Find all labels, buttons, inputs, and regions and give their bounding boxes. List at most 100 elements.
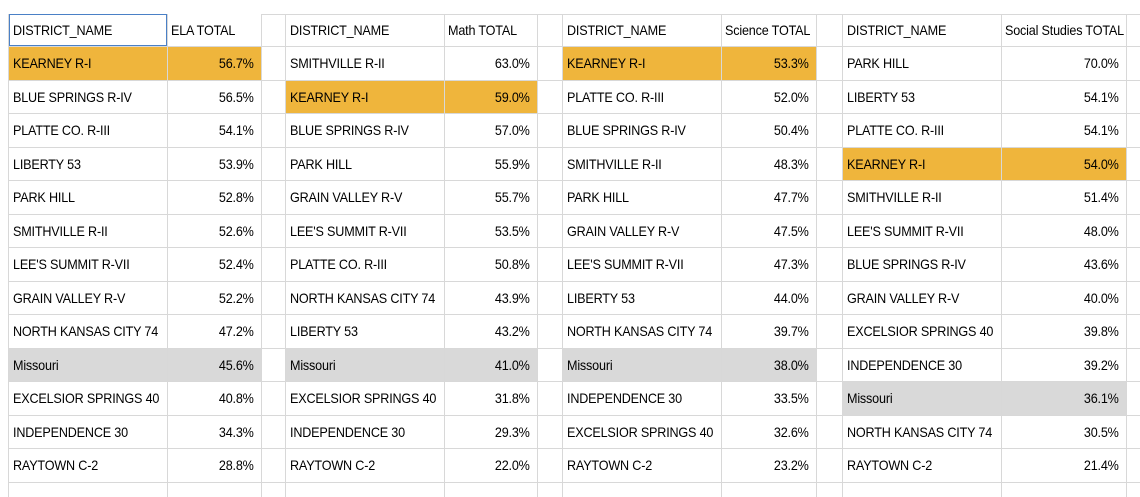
district-cell[interactable]: NORTH KANSAS CITY 74 (9, 315, 169, 349)
value-cell[interactable]: 50.4% (722, 114, 817, 148)
value-header-cell-science[interactable]: Science TOTAL (722, 14, 817, 47)
district-cell[interactable]: LIBERTY 53 (286, 315, 446, 349)
district-cell[interactable]: SMITHVILLE R-II (286, 47, 446, 81)
district-cell[interactable]: EXCELSIOR SPRINGS 40 (843, 315, 1003, 349)
value-cell[interactable]: 36.1% (1002, 382, 1127, 416)
district-cell[interactable]: BLUE SPRINGS R-IV (843, 248, 1003, 282)
value-cell[interactable]: 54.1% (1002, 114, 1127, 148)
empty-cell[interactable] (445, 482, 538, 497)
value-cell[interactable]: 47.2% (168, 315, 262, 349)
value-cell[interactable]: 41.0% (445, 348, 538, 382)
district-cell[interactable]: Missouri (843, 382, 1003, 416)
district-cell[interactable]: EXCELSIOR SPRINGS 40 (286, 382, 446, 416)
value-cell[interactable]: 54.1% (1002, 80, 1127, 114)
value-cell[interactable]: 53.5% (445, 214, 538, 248)
district-cell[interactable]: SMITHVILLE R-II (843, 181, 1003, 215)
value-cell[interactable]: 39.2% (1002, 348, 1127, 382)
empty-cell[interactable] (168, 482, 262, 497)
district-cell[interactable]: INDEPENDENCE 30 (286, 415, 446, 449)
value-cell[interactable]: 53.3% (722, 47, 817, 81)
district-cell[interactable]: LIBERTY 53 (843, 80, 1003, 114)
district-cell[interactable]: GRAIN VALLEY R-V (563, 214, 723, 248)
district-cell[interactable]: EXCELSIOR SPRINGS 40 (9, 382, 169, 416)
district-cell[interactable]: SMITHVILLE R-II (9, 214, 169, 248)
value-cell[interactable]: 48.3% (722, 147, 817, 181)
value-cell[interactable]: 29.3% (445, 415, 538, 449)
value-cell[interactable]: 34.3% (168, 415, 262, 449)
district-cell[interactable]: LIBERTY 53 (9, 147, 169, 181)
district-cell[interactable]: GRAIN VALLEY R-V (9, 281, 169, 315)
district-cell[interactable]: INDEPENDENCE 30 (9, 415, 169, 449)
value-cell[interactable]: 38.0% (722, 348, 817, 382)
district-cell[interactable]: RAYTOWN C-2 (286, 449, 446, 483)
value-cell[interactable]: 28.8% (168, 449, 262, 483)
district-cell[interactable]: KEARNEY R-I (563, 47, 723, 81)
value-cell[interactable]: 43.2% (445, 315, 538, 349)
district-header-cell[interactable]: DISTRICT_NAME (843, 14, 1003, 47)
value-cell[interactable]: 53.9% (168, 147, 262, 181)
district-cell[interactable]: Missouri (286, 348, 446, 382)
value-cell[interactable]: 56.7% (168, 47, 262, 81)
district-cell[interactable]: KEARNEY R-I (843, 147, 1003, 181)
empty-cell[interactable] (9, 482, 169, 497)
district-cell[interactable]: PARK HILL (843, 47, 1003, 81)
district-cell[interactable]: GRAIN VALLEY R-V (286, 181, 446, 215)
value-cell[interactable]: 52.4% (168, 248, 262, 282)
value-cell[interactable]: 52.0% (722, 80, 817, 114)
value-cell[interactable]: 22.0% (445, 449, 538, 483)
district-cell[interactable]: RAYTOWN C-2 (563, 449, 723, 483)
district-cell[interactable]: SMITHVILLE R-II (563, 147, 723, 181)
value-cell[interactable]: 47.7% (722, 181, 817, 215)
value-cell[interactable]: 44.0% (722, 281, 817, 315)
value-cell[interactable]: 21.4% (1002, 449, 1127, 483)
value-cell[interactable]: 39.7% (722, 315, 817, 349)
district-cell[interactable]: PARK HILL (9, 181, 169, 215)
district-cell[interactable]: EXCELSIOR SPRINGS 40 (563, 415, 723, 449)
value-cell[interactable]: 56.5% (168, 80, 262, 114)
value-cell[interactable]: 43.6% (1002, 248, 1127, 282)
value-cell[interactable]: 51.4% (1002, 181, 1127, 215)
value-cell[interactable]: 40.8% (168, 382, 262, 416)
value-cell[interactable]: 43.9% (445, 281, 538, 315)
district-cell[interactable]: INDEPENDENCE 30 (563, 382, 723, 416)
district-cell[interactable]: PARK HILL (286, 147, 446, 181)
district-cell[interactable]: NORTH KANSAS CITY 74 (843, 415, 1003, 449)
district-cell[interactable]: PLATTE CO. R-III (286, 248, 446, 282)
value-cell[interactable]: 48.0% (1002, 214, 1127, 248)
value-header-cell-social-studies[interactable]: Social Studies TOTAL (1002, 14, 1127, 47)
district-cell[interactable]: KEARNEY R-I (9, 47, 169, 81)
district-cell[interactable]: RAYTOWN C-2 (9, 449, 169, 483)
district-cell[interactable]: LEE'S SUMMIT R-VII (843, 214, 1003, 248)
district-cell[interactable]: BLUE SPRINGS R-IV (563, 114, 723, 148)
value-cell[interactable]: 52.8% (168, 181, 262, 215)
value-cell[interactable]: 70.0% (1002, 47, 1127, 81)
value-cell[interactable]: 52.6% (168, 214, 262, 248)
value-cell[interactable]: 40.0% (1002, 281, 1127, 315)
district-header-cell[interactable]: DISTRICT_NAME (286, 14, 446, 47)
value-cell[interactable]: 32.6% (722, 415, 817, 449)
district-cell[interactable]: Missouri (563, 348, 723, 382)
district-cell[interactable]: BLUE SPRINGS R-IV (9, 80, 169, 114)
value-cell[interactable]: 47.3% (722, 248, 817, 282)
district-cell[interactable]: LIBERTY 53 (563, 281, 723, 315)
value-cell[interactable]: 57.0% (445, 114, 538, 148)
empty-cell[interactable] (722, 482, 817, 497)
value-cell[interactable]: 23.2% (722, 449, 817, 483)
district-cell[interactable]: GRAIN VALLEY R-V (843, 281, 1003, 315)
value-header-cell-ela[interactable]: ELA TOTAL (168, 14, 262, 47)
district-cell[interactable]: INDEPENDENCE 30 (843, 348, 1003, 382)
value-cell[interactable]: 55.9% (445, 147, 538, 181)
value-cell[interactable]: 63.0% (445, 47, 538, 81)
district-cell[interactable]: LEE'S SUMMIT R-VII (286, 214, 446, 248)
district-cell[interactable]: LEE'S SUMMIT R-VII (9, 248, 169, 282)
district-cell[interactable]: PARK HILL (563, 181, 723, 215)
empty-cell[interactable] (286, 482, 446, 497)
value-cell[interactable]: 30.5% (1002, 415, 1127, 449)
district-cell[interactable]: BLUE SPRINGS R-IV (286, 114, 446, 148)
value-cell[interactable]: 45.6% (168, 348, 262, 382)
value-cell[interactable]: 31.8% (445, 382, 538, 416)
value-cell[interactable]: 39.8% (1002, 315, 1127, 349)
value-header-cell-math[interactable]: Math TOTAL (445, 14, 538, 47)
district-cell[interactable]: PLATTE CO. R-III (9, 114, 169, 148)
district-cell[interactable]: LEE'S SUMMIT R-VII (563, 248, 723, 282)
